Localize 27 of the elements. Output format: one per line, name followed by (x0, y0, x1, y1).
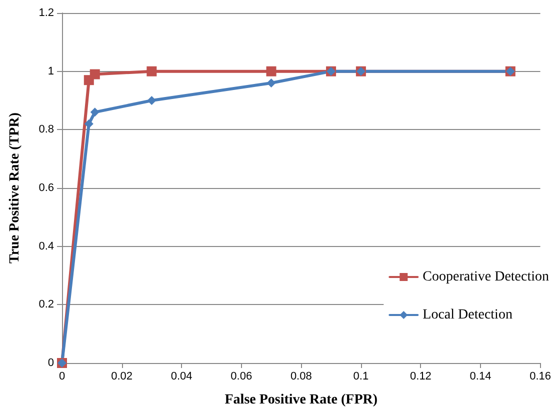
x-tick-label: 0.1 (353, 370, 369, 382)
point (147, 96, 156, 105)
y-tick-label: 1.2 (38, 7, 54, 19)
point (266, 78, 276, 88)
y-tick-label: 0.8 (38, 124, 54, 136)
y-axis-title: True Positive Rate (TPR) (8, 112, 22, 264)
point (146, 66, 157, 76)
x-tick-label: 0.02 (111, 370, 132, 382)
x-tick-label: 0.12 (410, 370, 432, 382)
x-axis-title: False Positive Rate (FPR) (224, 392, 378, 408)
point (90, 108, 100, 117)
point (84, 119, 94, 128)
x-tick-label: 0.08 (290, 370, 312, 382)
point (266, 66, 276, 76)
y-tick-label: 0.6 (38, 182, 54, 194)
legend-label: Local Detection (422, 308, 512, 322)
x-tick-label: 0.16 (530, 370, 552, 382)
x-tick-label: 0.14 (470, 370, 492, 382)
x-tick-label: 0 (58, 370, 66, 382)
x-tick-label: 0.06 (230, 370, 252, 382)
point (90, 69, 100, 80)
y-tick-label: 0.4 (38, 240, 54, 252)
legend-label: Cooperative Detection (422, 270, 549, 284)
y-tick-label: 1 (48, 65, 54, 78)
x-tick-label: 0.04 (170, 370, 192, 382)
y-tick-label: 0.2 (38, 298, 54, 311)
y-tick-label: 0 (48, 357, 54, 369)
